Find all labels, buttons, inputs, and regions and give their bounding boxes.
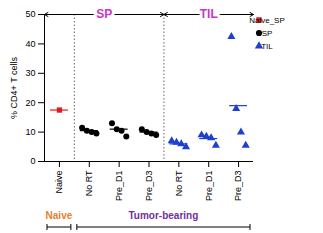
svg-text:30: 30 xyxy=(25,68,35,78)
svg-text:10: 10 xyxy=(25,127,35,137)
svg-text:SP: SP xyxy=(96,7,112,21)
svg-text:Pre_D3: Pre_D3 xyxy=(233,171,243,202)
svg-text:% CD4+ T cells: % CD4+ T cells xyxy=(9,57,19,119)
svg-text:0: 0 xyxy=(30,156,35,166)
svg-text:TIL: TIL xyxy=(200,7,218,21)
svg-text:No RT: No RT xyxy=(174,170,184,196)
svg-text:No RT: No RT xyxy=(84,170,94,196)
svg-text:Naive: Naive xyxy=(46,210,73,221)
svg-text:20: 20 xyxy=(25,98,35,108)
svg-text:SP: SP xyxy=(262,29,273,38)
svg-text:TIL: TIL xyxy=(261,42,273,51)
svg-text:Naive_SP: Naive_SP xyxy=(249,16,285,25)
svg-text:Naive: Naive xyxy=(54,171,64,194)
svg-text:50: 50 xyxy=(25,9,35,19)
svg-text:Pre_D3: Pre_D3 xyxy=(144,171,154,202)
svg-text:Pre_D1: Pre_D1 xyxy=(204,171,214,202)
svg-text:Pre_D1: Pre_D1 xyxy=(114,171,124,202)
svg-text:40: 40 xyxy=(25,39,35,49)
svg-text:Tumor-bearing: Tumor-bearing xyxy=(129,210,199,221)
